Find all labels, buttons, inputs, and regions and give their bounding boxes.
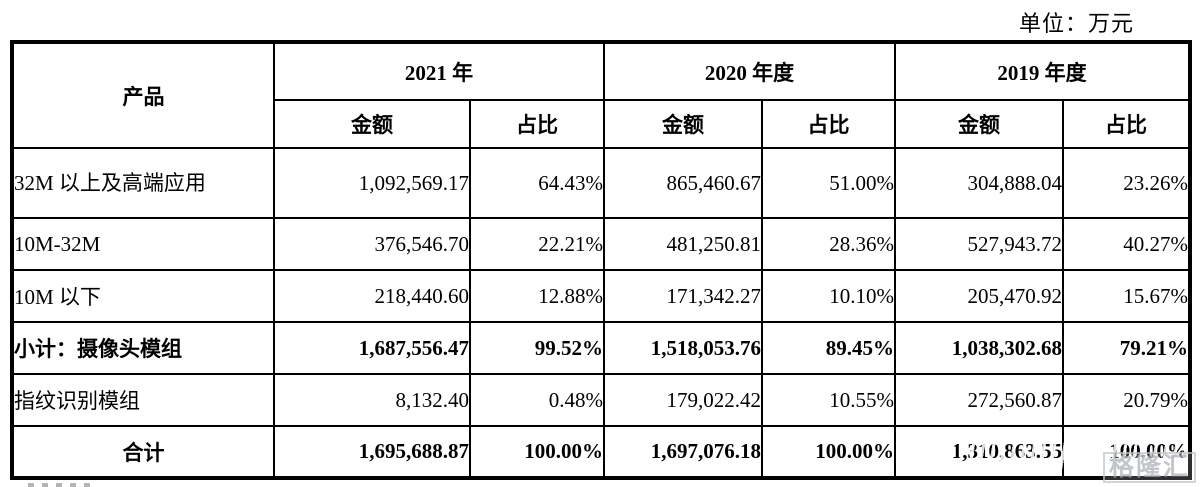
ratio-2021: 12.88% (469, 269, 605, 323)
ratio-2021: 99.52% (469, 321, 605, 375)
ratio-2021: 64.43% (469, 147, 605, 219)
ratio-2020: 10.55% (761, 373, 896, 427)
amount-2021: 376,546.70 (273, 217, 471, 271)
ratio-2019: 23.26% (1062, 147, 1191, 219)
table-row-total: 合计 1,695,688.87 100.00% 1,697,076.18 100… (11, 425, 1191, 479)
product-cell: 10M-32M (11, 217, 275, 271)
ratio-2020: 100.00% (761, 425, 896, 479)
table-row: 10M 以下 218,440.60 12.88% 171,342.27 10.1… (11, 269, 1191, 323)
col-header-product: 产品 (11, 41, 275, 149)
amount-2020: 171,342.27 (603, 269, 763, 323)
amount-2020: 865,460.67 (603, 147, 763, 219)
product-cell: 10M 以下 (11, 269, 275, 323)
amount-2021: 1,695,688.87 (273, 425, 471, 479)
amount-2020: 1,518,053.76 (603, 321, 763, 375)
revenue-table: 产品 2021 年 2020 年度 2019 年度 金额 占比 金额 占比 金额… (10, 40, 1192, 480)
col-header-2021: 2021 年 (273, 41, 605, 101)
table-row: 32M 以上及高端应用 1,092,569.17 64.43% 865,460.… (11, 147, 1191, 219)
amount-2020: 179,022.42 (603, 373, 763, 427)
product-label: 10M 以下 (14, 285, 101, 309)
amount-2021: 8,132.40 (273, 373, 471, 427)
product-label: 32M 以上及高端应用 (14, 171, 206, 196)
ratio-2020: 28.36% (761, 217, 896, 271)
product-cell: 指纹识别模组 (11, 373, 275, 427)
table-row-subtotal: 小计：摄像头模组 1,687,556.47 99.52% 1,518,053.7… (11, 321, 1191, 375)
amount-2019: 205,470.92 (894, 269, 1064, 323)
ratio-2019: 40.27% (1062, 217, 1191, 271)
col-header-amount-2021: 金额 (273, 99, 471, 149)
amount-2021: 1,687,556.47 (273, 321, 471, 375)
unit-label: 单位：万元 (1018, 11, 1134, 36)
col-header-amount-2019: 金额 (894, 99, 1064, 149)
table-header-years: 产品 2021 年 2020 年度 2019 年度 (11, 41, 1191, 149)
amount-2020: 481,250.81 (603, 217, 763, 271)
ratio-2021: 0.48% (469, 373, 605, 427)
ratio-2020: 10.10% (761, 269, 896, 323)
amount-2020: 1,697,076.18 (603, 425, 763, 479)
product-label: 10M-32M (14, 231, 101, 256)
ratio-2020: 89.45% (761, 321, 896, 375)
ratio-2019: 20.79% (1062, 373, 1191, 427)
amount-2019: 1,038,302.68 (894, 321, 1064, 375)
amount-2021: 1,092,569.17 (273, 147, 471, 219)
table-row: 10M-32M 376,546.70 22.21% 481,250.81 28.… (11, 217, 1191, 271)
amount-2019: 272,560.87 (894, 373, 1064, 427)
product-cell: 合计 (11, 425, 275, 479)
ratio-2019: 15.67% (1062, 269, 1191, 323)
product-label: 小计：摄像头模组 (14, 337, 182, 361)
amount-2019: 1,310,863.55 (894, 425, 1064, 479)
product-label: 合计 (122, 440, 165, 465)
table-header-subcolumns: 金额 占比 金额 占比 金额 占比 (12, 99, 1191, 149)
col-header-amount-2020: 金额 (603, 99, 763, 149)
ratio-2020: 51.00% (761, 147, 896, 219)
amount-2019: 304,888.04 (894, 147, 1064, 219)
col-header-2020: 2020 年度 (603, 41, 896, 101)
col-header-ratio-2021: 占比 (469, 99, 605, 149)
ratio-2021: 100.00% (469, 425, 605, 479)
cutoff-text-fragment (28, 483, 98, 487)
col-header-ratio-2019: 占比 (1062, 99, 1191, 149)
amount-2021: 218,440.60 (273, 269, 471, 323)
col-header-2019: 2019 年度 (894, 41, 1191, 101)
ratio-2021: 22.21% (469, 217, 605, 271)
ratio-2019: 100.00% (1062, 425, 1191, 479)
col-header-ratio-2020: 占比 (761, 99, 896, 149)
product-cell: 小计：摄像头模组 (11, 321, 275, 375)
product-cell: 32M 以上及高端应用 (11, 147, 275, 219)
product-label: 指纹识别模组 (14, 389, 140, 413)
table-row: 指纹识别模组 8,132.40 0.48% 179,022.42 10.55% … (11, 373, 1191, 427)
ratio-2019: 79.21% (1062, 321, 1191, 375)
amount-2019: 527,943.72 (894, 217, 1064, 271)
